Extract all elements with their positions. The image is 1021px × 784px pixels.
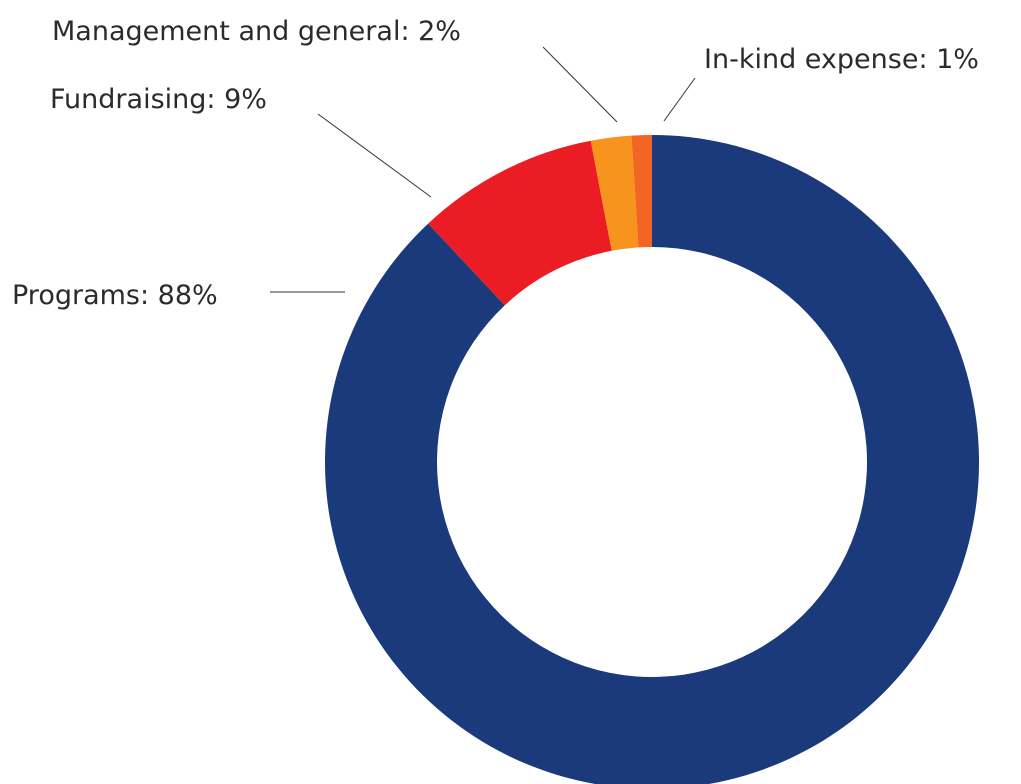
donut-slices <box>325 135 979 784</box>
leader-line-fundraising <box>317 113 432 198</box>
label-programs: Programs: 88% <box>12 280 218 311</box>
leader-line-management-and-general <box>542 46 618 123</box>
slice-in-kind-expense <box>631 135 652 248</box>
slice-programs <box>325 135 979 784</box>
label-fundraising: Fundraising: 9% <box>50 84 267 115</box>
leader-line-in-kind-expense <box>663 77 696 122</box>
leader-lines <box>270 46 696 293</box>
label-in-kind-expense: In-kind expense: 1% <box>704 44 979 75</box>
slice-labels: Programs: 88% Fundraising: 9% Management a… <box>12 16 979 311</box>
slice-fundraising <box>428 140 612 306</box>
label-management-and-general: Management and general: 2% <box>52 16 461 47</box>
slice-management-and-general <box>590 135 639 251</box>
